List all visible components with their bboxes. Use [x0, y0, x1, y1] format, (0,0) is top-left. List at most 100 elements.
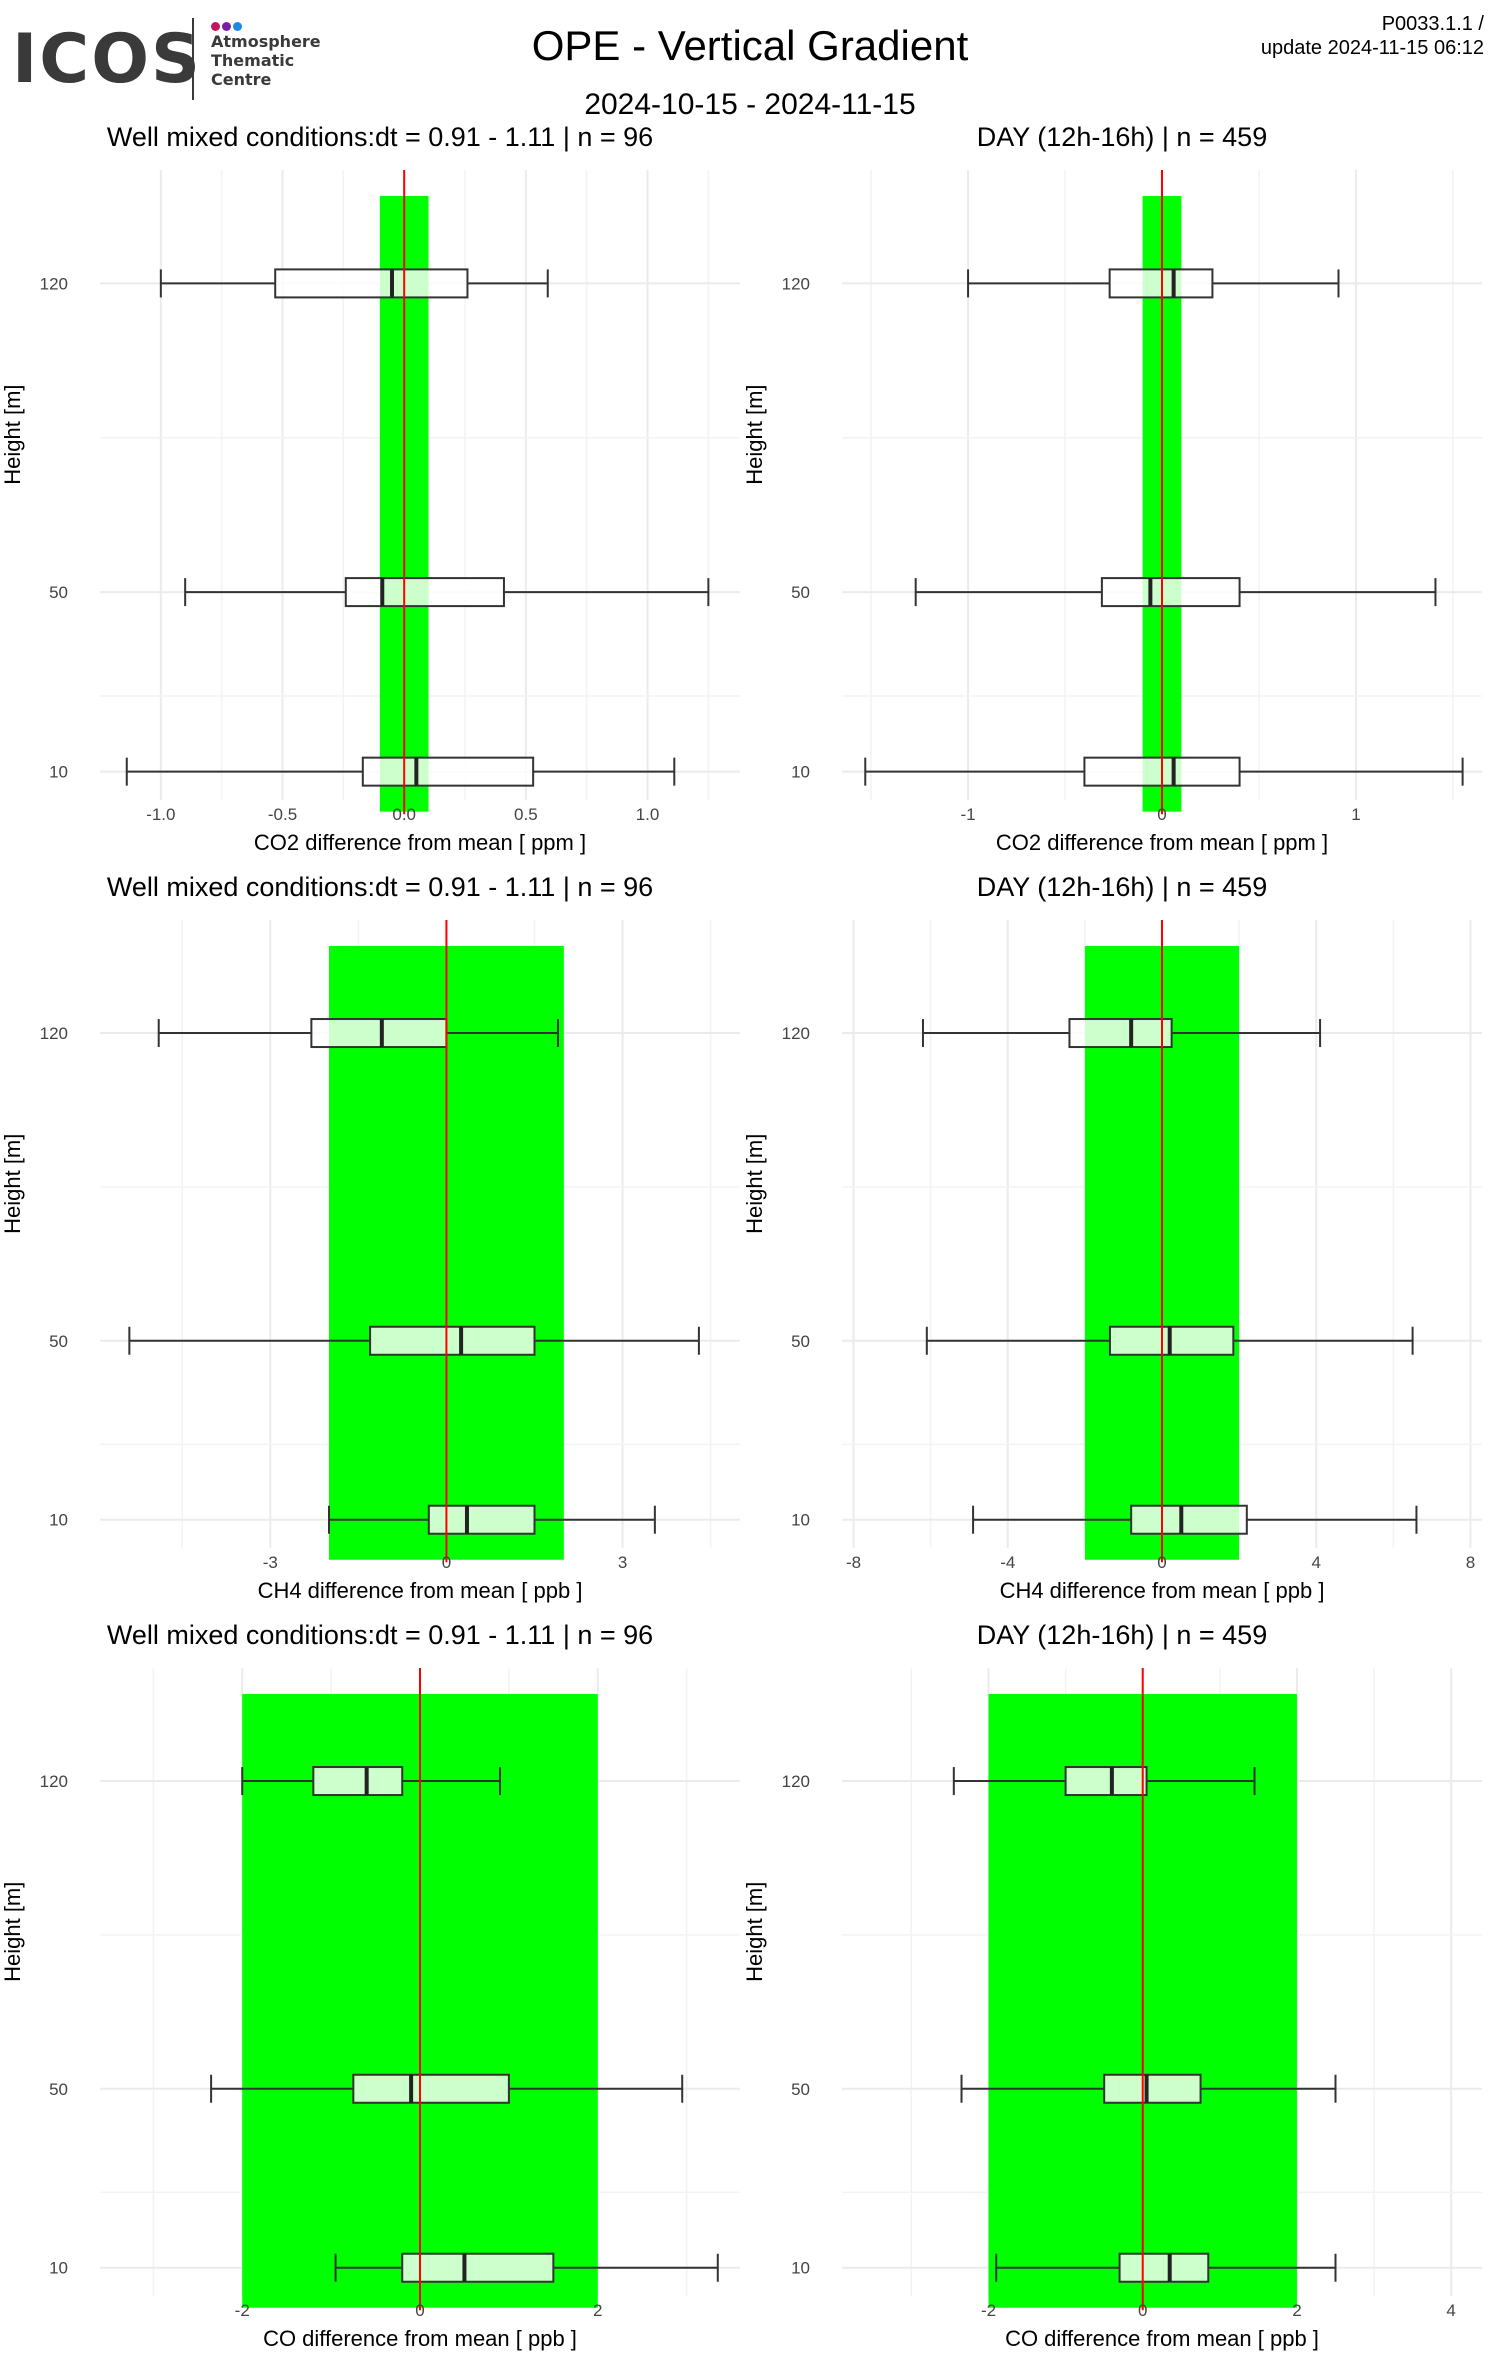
- box-50: [960, 2073, 1337, 2104]
- chart-panel: 120 50 10 -2 0 2 CO difference from mean [ ppb…: [0, 1620, 740, 2351]
- box-10: [864, 756, 1464, 787]
- iqr-box: [1103, 2073, 1202, 2104]
- x-axis-label: CO2 difference from mean [ ppm ]: [254, 830, 586, 855]
- iqr-box: [312, 1766, 404, 1797]
- iqr-box: [1100, 577, 1241, 608]
- logo-line: Centre: [211, 70, 272, 89]
- y-axis-label: Height [m]: [742, 1134, 767, 1234]
- xtick-label: 1: [1351, 805, 1360, 824]
- panel-title: DAY (12h-16h) | n = 459: [977, 122, 1267, 152]
- x-axis-label: CO difference from mean [ ppb ]: [1005, 2326, 1319, 2351]
- box-10: [972, 1504, 1418, 1535]
- icos-logo: ICOS Atmosphere Thematic Centre: [12, 14, 342, 104]
- box-120: [241, 1766, 501, 1797]
- ytick-label: 50: [49, 1332, 68, 1351]
- panel-title: Well mixed conditions:dt = 0.91 - 1.11 |…: [107, 872, 653, 902]
- ytick-label: 50: [49, 583, 68, 602]
- box-120: [921, 1018, 1322, 1049]
- panel-title: DAY (12h-16h) | n = 459: [977, 872, 1267, 902]
- ytick-label: 10: [791, 2259, 810, 2278]
- xtick-label: 4: [1446, 2301, 1455, 2320]
- xtick-label: 0: [442, 1553, 451, 1572]
- xtick-label: 0.0: [392, 805, 416, 824]
- ytick-label: 50: [791, 1332, 810, 1351]
- x-axis-label: CH4 difference from mean [ ppb ]: [258, 1578, 583, 1603]
- iqr-box: [344, 577, 505, 608]
- panel-title: DAY (12h-16h) | n = 459: [977, 1620, 1267, 1650]
- box-50: [925, 1325, 1414, 1356]
- box-50: [914, 577, 1437, 608]
- iqr-box: [369, 1325, 536, 1356]
- chart-panel: 120 50 10 -2 0 2 4 CO difference from mean [ pp…: [742, 1620, 1482, 2351]
- chart-panel: 120 50 10 -1 0 1 CO2 difference from mean [ pp…: [742, 122, 1482, 855]
- xtick-label: -8: [846, 1553, 861, 1572]
- box-50: [210, 2073, 684, 2104]
- box-50: [184, 577, 710, 608]
- xtick-label: -3: [263, 1553, 278, 1572]
- xtick-label: -2: [981, 2301, 996, 2320]
- box-50: [128, 1325, 700, 1356]
- version-label: P0033.1.1 /: [1381, 13, 1484, 35]
- xtick-label: -4: [1000, 1553, 1015, 1572]
- ytick-label: 120: [40, 274, 68, 293]
- chart-panel: 120 50 10 -1.0 -0.5 0.0 0.5 1.0 CO2 difference f…: [0, 122, 740, 855]
- box-10: [125, 756, 676, 787]
- logo-line: Thematic: [211, 51, 295, 70]
- y-axis-label: Height [m]: [742, 384, 767, 484]
- logo-dot: [211, 22, 220, 31]
- box-120: [967, 268, 1340, 299]
- logo-line: Atmosphere: [211, 32, 321, 51]
- iqr-box: [274, 268, 469, 299]
- ytick-label: 50: [791, 583, 810, 602]
- xtick-label: 0: [1157, 1553, 1166, 1572]
- update-timestamp: update 2024-11-15 06:12: [1260, 37, 1484, 59]
- y-axis-label: Height [m]: [742, 1882, 767, 1982]
- date-range: 2024-10-15 - 2024-11-15: [584, 88, 916, 121]
- ytick-label: 10: [791, 763, 810, 782]
- xtick-label: 8: [1466, 1553, 1475, 1572]
- logo-subtitle: Atmosphere Thematic Centre: [211, 32, 321, 89]
- iqr-box: [1064, 1766, 1148, 1797]
- y-axis-label: Height [m]: [0, 384, 25, 484]
- iqr-box: [310, 1018, 448, 1049]
- box-120: [159, 268, 549, 299]
- xtick-label: 0: [415, 2301, 424, 2320]
- xtick-label: 2: [593, 2301, 602, 2320]
- x-axis-label: CO2 difference from mean [ ppm ]: [996, 830, 1328, 855]
- xtick-label: -1: [960, 805, 975, 824]
- box-10: [995, 2252, 1337, 2283]
- panel-title: Well mixed conditions:dt = 0.91 - 1.11 |…: [107, 1620, 653, 1650]
- chart-panel: 120 50 10 -8 -4 0 4 8 CH4 difference from mean […: [742, 872, 1482, 1603]
- iqr-box: [1068, 1018, 1173, 1049]
- logo-dot: [222, 22, 231, 31]
- iqr-box: [361, 756, 535, 787]
- logo-dot: [233, 22, 242, 31]
- xtick-label: 2: [1292, 2301, 1301, 2320]
- ytick-label: 10: [791, 1511, 810, 1530]
- logo-wordmark: ICOS: [12, 20, 202, 99]
- xtick-label: -0.5: [268, 805, 297, 824]
- xtick-label: 4: [1311, 1553, 1320, 1572]
- box-10: [334, 2252, 719, 2283]
- y-axis-label: Height [m]: [0, 1882, 25, 1982]
- ytick-label: 10: [49, 763, 68, 782]
- chart-panel: 120 50 10 -3 0 3 CH4 difference from mean [ pp…: [0, 872, 740, 1603]
- ytick-label: 10: [49, 2259, 68, 2278]
- x-axis-label: CH4 difference from mean [ ppb ]: [1000, 1578, 1325, 1603]
- iqr-box: [1130, 1504, 1248, 1535]
- ytick-label: 120: [782, 274, 810, 293]
- iqr-box: [1118, 2252, 1210, 2283]
- ytick-label: 120: [40, 1024, 68, 1043]
- box-120: [952, 1766, 1256, 1797]
- box-120: [157, 1018, 559, 1049]
- xtick-label: -2: [235, 2301, 250, 2320]
- iqr-box: [352, 2073, 510, 2104]
- ytick-label: 10: [49, 1511, 68, 1530]
- xtick-label: 0: [1138, 2301, 1147, 2320]
- page-title: OPE - Vertical Gradient: [531, 22, 969, 69]
- ytick-label: 50: [791, 2080, 810, 2099]
- panel-title: Well mixed conditions:dt = 0.91 - 1.11 |…: [107, 122, 653, 152]
- y-axis-label: Height [m]: [0, 1134, 25, 1234]
- iqr-box: [427, 1504, 536, 1535]
